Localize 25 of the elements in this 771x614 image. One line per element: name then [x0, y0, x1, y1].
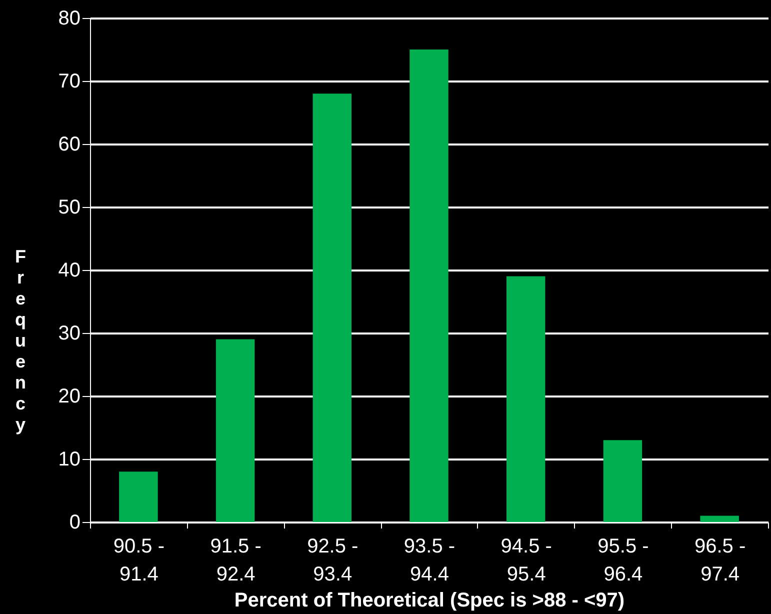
bar — [216, 339, 255, 522]
x-tick-label: 90.5 - 91.4 — [113, 536, 165, 586]
y-tick-label: 0 — [69, 512, 80, 534]
x-axis-title: Percent of Theoretical (Spec is >88 - <97) — [234, 590, 625, 612]
x-tick-label: 93.5 - 94.4 — [404, 536, 456, 586]
bar — [603, 440, 642, 522]
x-tick-label: 91.5 - 92.4 — [210, 536, 262, 586]
y-tick-label: 30 — [58, 322, 80, 344]
bar — [119, 472, 158, 522]
bar — [312, 94, 352, 522]
x-tick-label: 96.5 - 97.4 — [694, 536, 746, 586]
y-tick-label: 10 — [58, 448, 80, 470]
bar — [506, 276, 546, 522]
y-tick-label: 20 — [58, 386, 80, 408]
y-tick-label: 60 — [58, 134, 80, 156]
text: Frequency — [15, 246, 26, 434]
y-tick-label: 50 — [58, 196, 80, 218]
bar — [700, 516, 739, 522]
y-tick-label: 40 — [58, 260, 80, 282]
x-tick-label: 94.5 - 95.4 — [500, 536, 552, 586]
x-tick-label: 95.5 - 96.4 — [598, 536, 649, 586]
y-tick-label: 80 — [58, 8, 80, 30]
x-tick-label: 92.5 - 93.4 — [307, 536, 358, 586]
bar — [410, 50, 448, 522]
y-tick-label: 70 — [58, 70, 80, 92]
